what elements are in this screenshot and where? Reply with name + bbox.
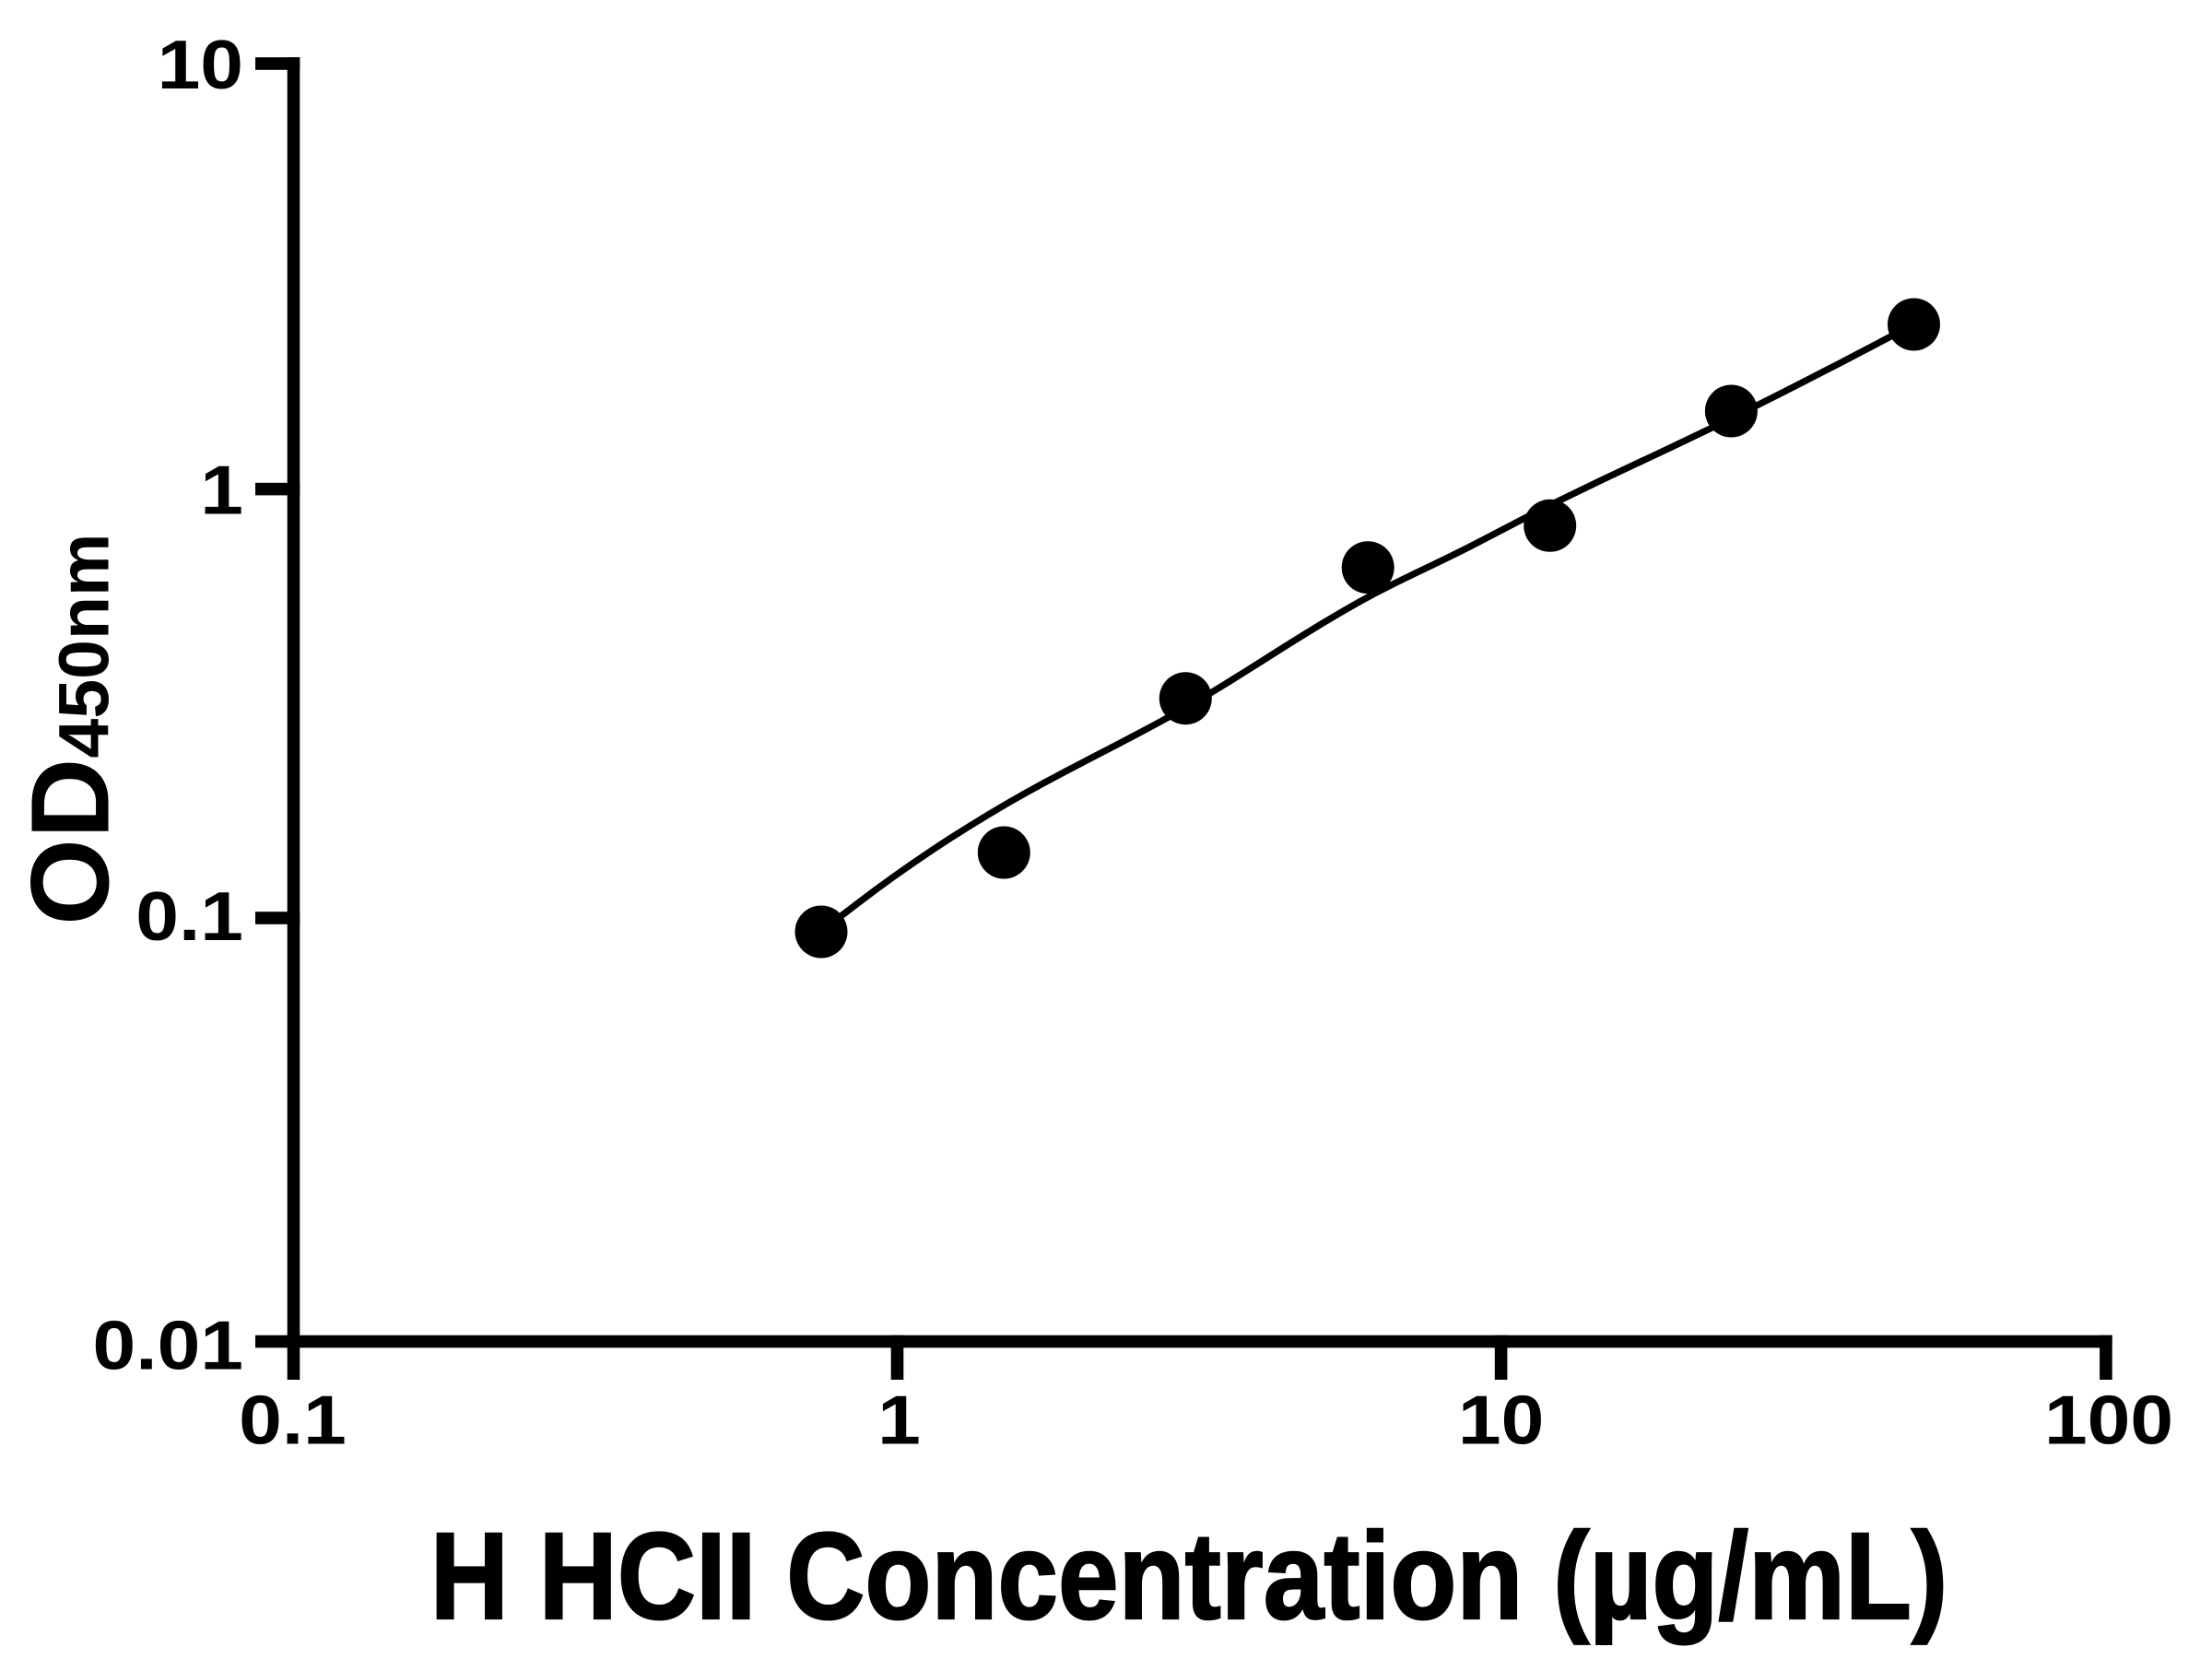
svg-text:1: 1 [200, 452, 243, 529]
svg-text:10: 10 [158, 26, 243, 103]
svg-text:0.1: 0.1 [135, 877, 243, 955]
svg-text:1: 1 [877, 1382, 921, 1459]
svg-text:0.1: 0.1 [239, 1382, 347, 1459]
svg-text:10: 10 [1458, 1382, 1544, 1459]
svg-text:100: 100 [2044, 1382, 2173, 1459]
svg-text:H HCII Concentration (µg/mL): H HCII Concentration (µg/mL) [430, 1507, 1948, 1645]
svg-text:0.01: 0.01 [93, 1307, 243, 1384]
